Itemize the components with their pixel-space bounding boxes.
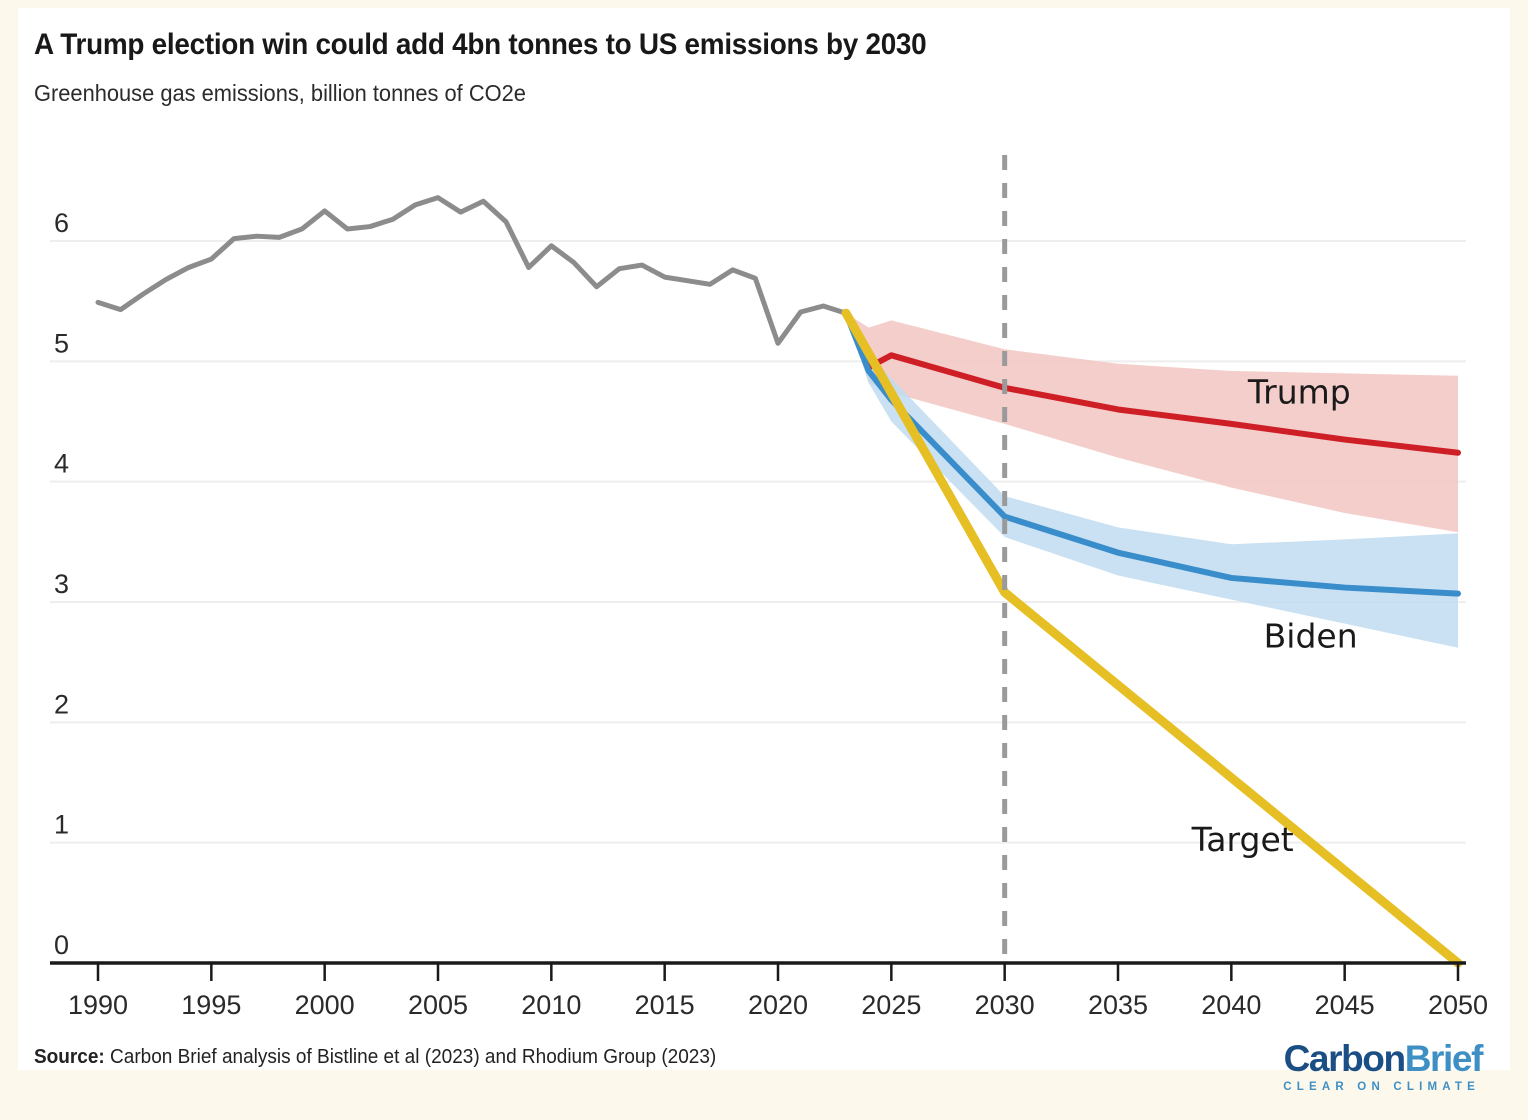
- source-text: Carbon Brief analysis of Bistline et al …: [110, 1046, 717, 1068]
- line-target: [841, 308, 1463, 968]
- y-tick-label: 5: [54, 328, 69, 358]
- logo-word-brief: Brief: [1404, 1038, 1484, 1079]
- x-tick-label: 2030: [975, 990, 1035, 1020]
- annotation-biden: Biden: [1264, 617, 1358, 656]
- y-tick-label: 6: [54, 208, 69, 238]
- line-biden: [843, 310, 1461, 597]
- line-historical-emissions: [95, 195, 849, 346]
- source-note: Source: Carbon Brief analysis of Bistlin…: [34, 1046, 716, 1069]
- x-tick-label: 2045: [1315, 990, 1375, 1020]
- logo-wordmark: CarbonBrief: [1283, 1038, 1484, 1079]
- x-tick-label: 2025: [861, 990, 921, 1020]
- series-annotations: Trump Biden Target: [1191, 372, 1358, 859]
- y-axis-labels: 0 1 2 3 4 5 6: [54, 208, 69, 960]
- chart-subtitle: Greenhouse gas emissions, billion tonnes…: [34, 80, 526, 106]
- carbon-brief-logo: CarbonBrief CLEAR ON CLIMATE: [1283, 1038, 1484, 1094]
- y-tick-label: 1: [54, 810, 69, 840]
- source-label: Source:: [34, 1046, 105, 1068]
- x-axis-labels: 1990 1995 2000 2005 2010 2015 2020 2025 2030 2035…: [68, 990, 1488, 1020]
- y-tick-label: 2: [54, 689, 69, 719]
- x-tick-label: 2015: [635, 990, 695, 1020]
- logo-word-carbon: Carbon: [1283, 1038, 1407, 1079]
- y-tick-label: 3: [54, 569, 69, 599]
- y-tick-label: 0: [54, 930, 69, 960]
- x-tick-label: 2000: [295, 990, 355, 1020]
- x-tick-label: 2035: [1088, 990, 1148, 1020]
- x-axis: [50, 961, 1466, 981]
- logo-tagline: CLEAR ON CLIMATE: [1283, 1081, 1480, 1093]
- chart-card: A Trump election win could add 4bn tonne…: [18, 8, 1510, 1093]
- annotation-trump: Trump: [1247, 372, 1351, 411]
- x-tick-label: 2040: [1201, 990, 1261, 1020]
- x-tick-label: 1995: [181, 990, 241, 1020]
- annotation-target: Target: [1191, 820, 1294, 859]
- x-tick-label: 2020: [748, 990, 808, 1020]
- x-tick-label: 2005: [408, 990, 468, 1020]
- x-tick-label: 2050: [1428, 990, 1488, 1020]
- uncertainty-bands: [846, 313, 1458, 648]
- x-tick-label: 1990: [68, 990, 128, 1020]
- x-tick-label: 2010: [521, 990, 581, 1020]
- band-biden: [846, 313, 1458, 648]
- page-title: A Trump election win could add 4bn tonne…: [34, 28, 927, 61]
- emissions-line-chart: 0 1 2 3 4 5 6 1990 1995 2000 2005 2010 2015 2020 2025…: [50, 155, 1488, 1020]
- band-trump: [846, 313, 1458, 533]
- series-lines: [95, 195, 1463, 968]
- gridlines: [50, 240, 1466, 844]
- y-tick-label: 4: [54, 449, 69, 479]
